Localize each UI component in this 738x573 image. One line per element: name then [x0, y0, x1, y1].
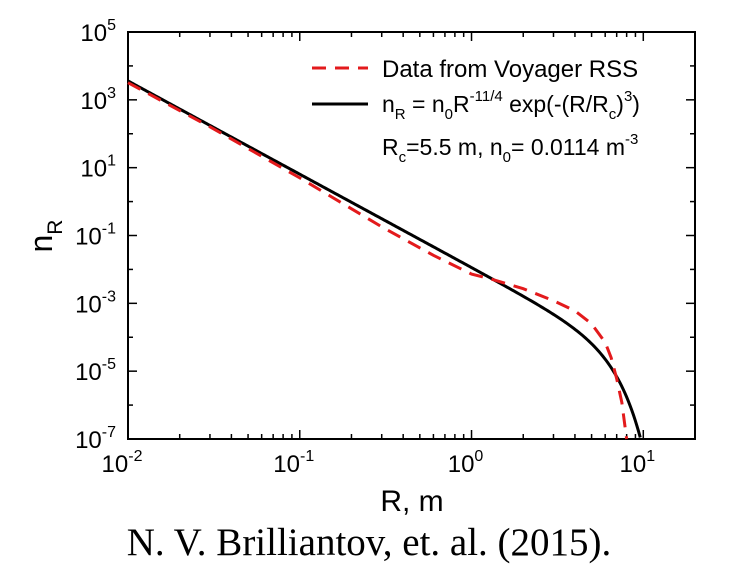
- figure-caption: N. V. Brilliantov, et. al. (2015).: [126, 521, 612, 564]
- x-tick-label: 10-1: [273, 448, 314, 478]
- legend-label-data: Data from Voyager RSS: [382, 56, 638, 83]
- y-axis-label: nR: [23, 220, 67, 253]
- x-tick-label: 10-2: [102, 448, 143, 478]
- legend: Data from Voyager RSS nR = n0R-11/4 exp(…: [312, 56, 640, 166]
- y-tick-label: 10-7: [75, 424, 116, 454]
- y-tick-label: 10-5: [75, 356, 116, 386]
- y-tick-label: 103: [80, 85, 116, 115]
- parameter-annotation: Rc=5.5 m, n0= 0.0114 m-3: [382, 131, 638, 166]
- y-tick-label: 10-1: [75, 221, 116, 251]
- series-line-voyager: [127, 81, 629, 440]
- y-tick-label: 105: [80, 17, 116, 47]
- y-tick-label: 101: [80, 153, 116, 183]
- chart: 10-2 10-1 100 101 105 103 101 10-1 10-3 10-5 10-7…: [23, 17, 696, 518]
- legend-label-model: nR = n0R-11/4 exp(-(R/Rc)3): [382, 88, 640, 123]
- x-tick-labels: 10-2 10-1 100 101: [102, 448, 656, 478]
- y-tick-labels: 105 103 101 10-1 10-3 10-5 10-7: [75, 17, 116, 454]
- tick-marks: [127, 31, 696, 440]
- y-tick-label: 10-3: [75, 288, 116, 318]
- x-axis-label: R, m: [380, 485, 443, 518]
- x-tick-label: 100: [448, 448, 484, 478]
- series-group: [127, 79, 642, 440]
- x-tick-label: 101: [619, 448, 655, 478]
